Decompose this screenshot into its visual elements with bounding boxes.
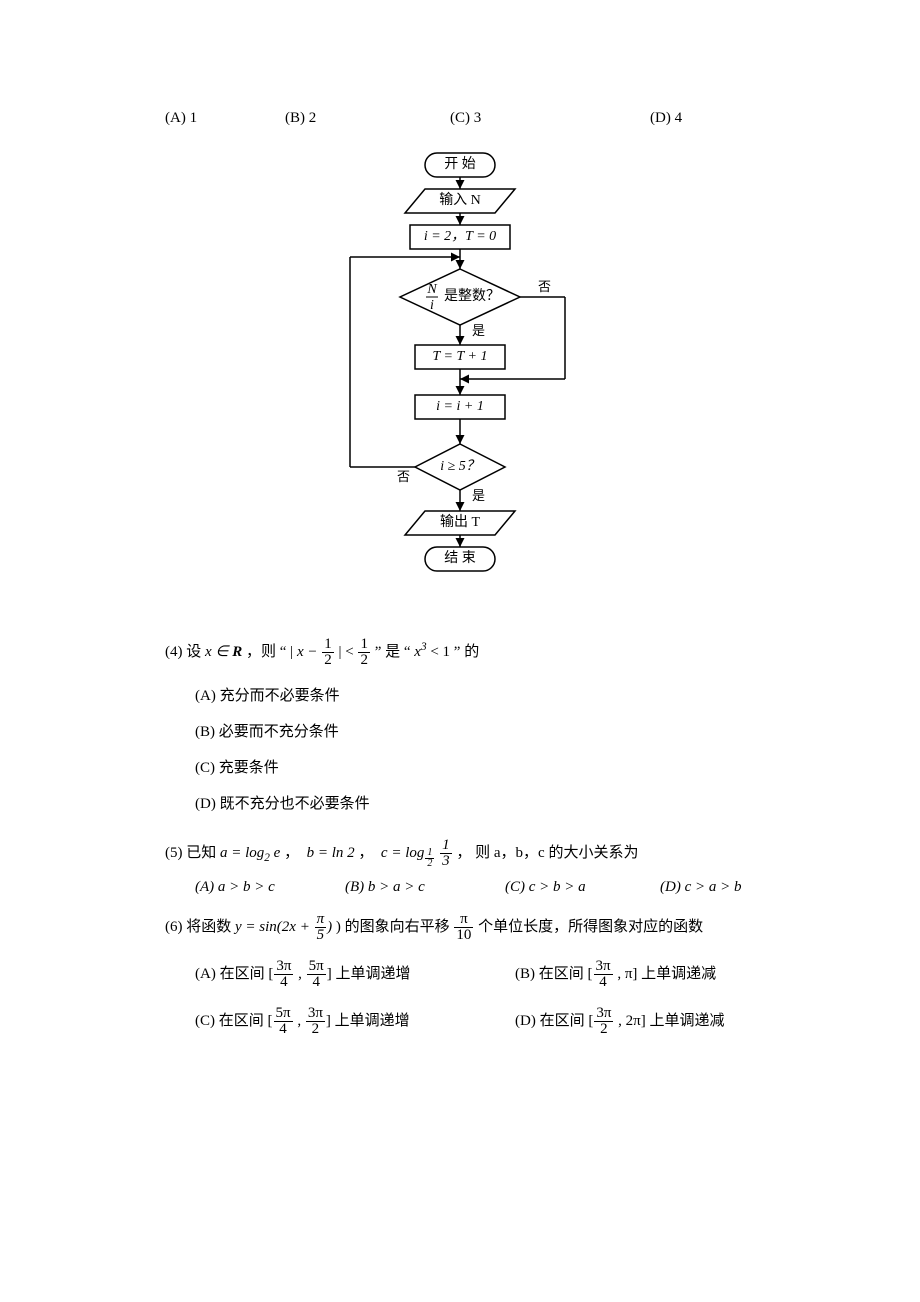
q6-stem: (6) 将函数 y = sin(2x + π5) ) 的图象向右平移 π10 个…	[165, 912, 755, 943]
q4-option-c: (C) 充要条件	[195, 750, 755, 786]
q5-c: c = log12 13	[381, 845, 456, 861]
q5-a: a = log2 e	[220, 845, 280, 861]
q6-option-b: (B) 在区间 [3π4 , π] 上单调递减	[515, 959, 716, 990]
q6-func: y = sin(2x + π5)	[235, 919, 332, 935]
svg-text:结 束: 结 束	[444, 550, 476, 566]
q4-mid2: | <	[338, 644, 357, 660]
q4-x3: x3	[414, 644, 426, 660]
q4-mid3: ” 是 “	[375, 644, 415, 660]
svg-text:T = T + 1: T = T + 1	[433, 349, 488, 364]
svg-text:否: 否	[538, 279, 551, 294]
svg-text:i = 2，T = 0: i = 2，T = 0	[424, 229, 496, 244]
svg-text:否: 否	[397, 469, 410, 484]
svg-text:是整数？: 是整数？	[444, 288, 500, 304]
q5-option-d: (D) c > a > b	[660, 879, 741, 896]
q5-option-a: (A) a > b > c	[195, 879, 345, 896]
q5-prefix: (5) 已知	[165, 845, 220, 861]
flowchart-figure: 开 始输入 N i = 2，T = 0 Ni 是整数？ 是 T = T + 1 否 i = …	[165, 147, 755, 607]
q4-stem: (4) 设 x ∈ R ，则 “ | x − 12 | < 12 ” 是 “ x…	[165, 637, 755, 668]
svg-text:开 始: 开 始	[444, 156, 476, 172]
q5-option-c: (C) c > b > a	[505, 879, 660, 896]
q6-option-a: (A) 在区间 [3π4 , 5π4] 上单调递增	[195, 959, 515, 990]
svg-text:i: i	[430, 298, 434, 313]
q4-frac1: 12	[322, 637, 334, 668]
q4-mid1: ，则 “ |	[246, 644, 297, 660]
svg-text:输出 T: 输出 T	[440, 514, 480, 530]
q6-shift2: π10	[454, 912, 473, 943]
svg-text:输入 N: 输入 N	[439, 192, 481, 208]
q6-tail: 个单位长度，所得图象对应的函数	[478, 919, 703, 935]
q4-x-in-r: x ∈ R	[205, 644, 242, 660]
q5-tail: ， 则 a，b，c 的大小关系为	[456, 845, 638, 861]
q4-tail: < 1 ” 的	[430, 644, 479, 660]
q3-option-d: (D) 4	[650, 110, 682, 127]
q4-xminus: x −	[297, 644, 321, 660]
q5-option-b: (B) b > a > c	[345, 879, 505, 896]
q3-options: (A) 1 (B) 2 (C) 3 (D) 4	[165, 110, 755, 127]
q6-prefix: (6) 将函数	[165, 919, 235, 935]
svg-text:是: 是	[472, 488, 485, 503]
q6-option-d: (D) 在区间 [3π2 , 2π] 上单调递减	[515, 1006, 724, 1037]
q4-option-d: (D) 既不充分也不必要条件	[195, 786, 755, 822]
q3-option-b: (B) 2	[285, 110, 450, 127]
q5-options: (A) a > b > c (B) b > a > c (C) c > b > …	[195, 879, 755, 896]
svg-text:是: 是	[472, 323, 485, 338]
q5-stem: (5) 已知 a = log2 e ， b = ln 2 ， c = log12…	[165, 838, 755, 869]
svg-text:i = i + 1: i = i + 1	[436, 399, 484, 414]
q5-b: b = ln 2	[307, 845, 355, 861]
svg-text:i ≥ 5？: i ≥ 5？	[440, 459, 480, 474]
q4-option-b: (B) 必要而不充分条件	[195, 714, 755, 750]
q4-text: (4) 设	[165, 644, 205, 660]
svg-text:N: N	[426, 282, 437, 297]
q3-option-c: (C) 3	[450, 110, 650, 127]
q6-mid: ) 的图象向右平移	[336, 919, 454, 935]
q3-option-a: (A) 1	[165, 110, 285, 127]
q4-option-a: (A) 充分而不必要条件	[195, 678, 755, 714]
q6-option-c: (C) 在区间 [5π4 , 3π2] 上单调递增	[195, 1006, 515, 1037]
flowchart-svg: 开 始输入 N i = 2，T = 0 Ni 是整数？ 是 T = T + 1 否 i = …	[330, 147, 590, 607]
q4-frac2: 12	[358, 637, 370, 668]
